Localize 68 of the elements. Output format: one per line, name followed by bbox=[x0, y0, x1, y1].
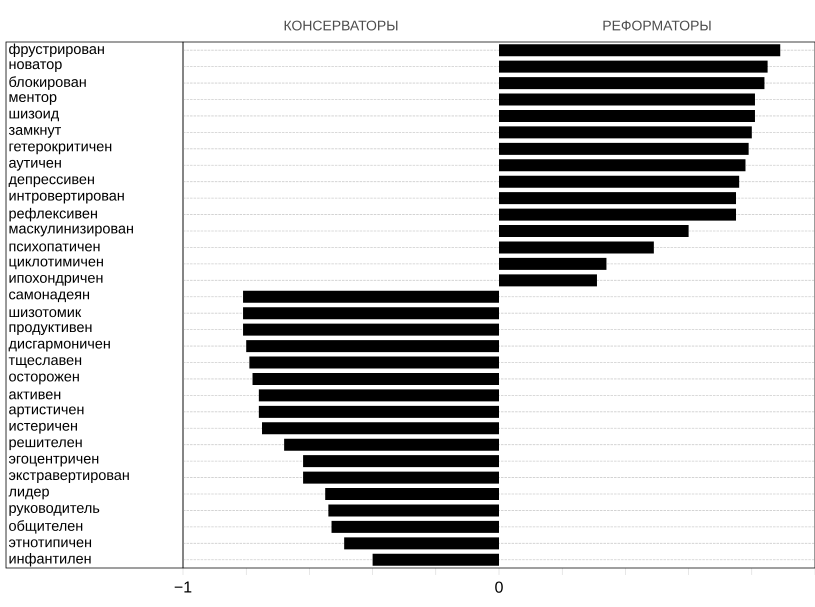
y-tick-label: истеричен bbox=[10, 422, 77, 434]
y-tick-label: рефлексивен bbox=[9, 208, 97, 222]
y-tick-label: инфантилен bbox=[10, 553, 91, 567]
bar bbox=[499, 225, 689, 238]
bar bbox=[303, 455, 500, 468]
y-tick-label: лидер bbox=[8, 488, 49, 500]
bar bbox=[499, 94, 755, 106]
y-tick-label: ипохондричен bbox=[10, 274, 102, 286]
y-tick-label: экстравертирован bbox=[8, 472, 129, 483]
y-tick-label: психопатичен bbox=[10, 243, 100, 252]
bar bbox=[328, 504, 500, 516]
y-tick-label: этнотипичен bbox=[8, 539, 92, 548]
y-tick-label: продуктивен bbox=[10, 324, 92, 336]
text: РЕФОРМАТОРЫ bbox=[603, 20, 711, 30]
bar bbox=[499, 159, 746, 172]
y-tick-label: эгоцентричен bbox=[8, 456, 98, 467]
y-tick-label: гетерокритичен bbox=[10, 143, 112, 154]
bar bbox=[372, 554, 500, 566]
y-tick-label: руководитель bbox=[9, 505, 100, 516]
y-tick-label: интровертирован bbox=[10, 192, 124, 204]
bar bbox=[332, 520, 500, 533]
bar bbox=[284, 438, 500, 451]
bar bbox=[499, 60, 768, 73]
bar bbox=[243, 290, 500, 303]
text: КОНСЕРВАТОРЫ bbox=[284, 20, 398, 30]
y-tick-label: новатор bbox=[10, 61, 62, 72]
bar bbox=[325, 488, 500, 500]
y-tick-label: общителен bbox=[9, 520, 82, 534]
y-tick-label: ментор bbox=[10, 94, 56, 105]
y-tick-label: тщеславен bbox=[8, 357, 82, 368]
y-tick-label: блокирован bbox=[9, 76, 86, 90]
bar bbox=[499, 176, 740, 188]
bar bbox=[258, 389, 500, 402]
x-tick-label: −1 bbox=[174, 582, 192, 592]
bar bbox=[499, 208, 736, 221]
y-tick-label: циклотимичен bbox=[10, 258, 103, 270]
bar bbox=[344, 537, 500, 550]
y-tick-label: шизоид bbox=[10, 110, 59, 122]
y-tick-label: шизотомик bbox=[10, 309, 82, 318]
bar bbox=[246, 340, 500, 352]
y-tick-label: фрустрирован bbox=[9, 43, 104, 57]
bar bbox=[243, 307, 500, 320]
bar bbox=[252, 372, 500, 385]
y-tick-label: аутичен bbox=[9, 160, 61, 171]
y-tick-label: активен bbox=[9, 391, 60, 400]
y-tick-label: артистичен bbox=[9, 406, 84, 418]
y-tick-label: дисгармоничен bbox=[8, 340, 110, 352]
bar bbox=[249, 356, 500, 369]
bar bbox=[499, 126, 752, 138]
bar bbox=[258, 406, 500, 418]
y-tick-label: замкнут bbox=[8, 127, 62, 138]
bar bbox=[499, 44, 780, 56]
bar bbox=[499, 192, 736, 204]
bar bbox=[499, 258, 606, 270]
y-tick-label: депрессивен bbox=[8, 176, 94, 188]
x-tick-label: 0 bbox=[495, 582, 503, 593]
bar bbox=[499, 77, 764, 90]
bar bbox=[262, 422, 500, 434]
bar bbox=[499, 274, 597, 286]
y-tick-label: решителен bbox=[9, 439, 82, 450]
y-tick-label: маскулинизирован bbox=[10, 226, 133, 236]
bar bbox=[303, 472, 500, 484]
bar bbox=[499, 241, 654, 254]
bar bbox=[499, 142, 749, 155]
y-tick-label: осторожен bbox=[9, 374, 79, 384]
y-tick-label: самонадеян bbox=[9, 291, 90, 302]
bar bbox=[243, 324, 500, 336]
bar bbox=[499, 110, 755, 122]
